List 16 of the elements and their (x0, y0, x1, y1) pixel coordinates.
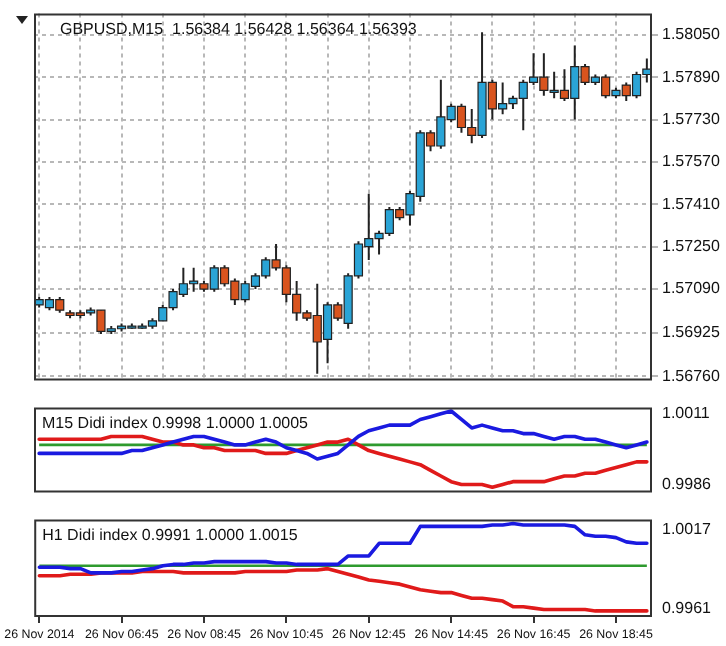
y-tick-label: 1.56925 (662, 323, 721, 342)
y-tick-label: 1.58050 (662, 25, 721, 44)
y-tick-label: 1.57410 (662, 194, 721, 213)
y-tick-label: 1.0017 (662, 519, 713, 538)
y-tick-label: 0.9986 (662, 474, 713, 493)
y-tick-label: 1.0011 (662, 404, 711, 423)
y-tick-label: 1.57570 (662, 152, 721, 171)
chart-title: GBPUSD,M15 1.56384 1.56428 1.56364 1.56393 (60, 20, 418, 39)
y-tick-label: 1.57730 (662, 109, 721, 128)
y-tick-label: 0.9961 (662, 598, 713, 617)
chart-title: M15 Didi index 0.9998 1.0000 1.0005 (42, 414, 310, 433)
y-tick-label: 1.57090 (662, 279, 721, 298)
chart-title: H1 Didi index 0.9991 1.0000 1.0015 (42, 526, 299, 545)
y-tick-label: 1.57250 (662, 237, 721, 256)
y-tick-label: 1.56760 (662, 366, 721, 385)
y-tick-label: 1.57890 (662, 67, 721, 86)
